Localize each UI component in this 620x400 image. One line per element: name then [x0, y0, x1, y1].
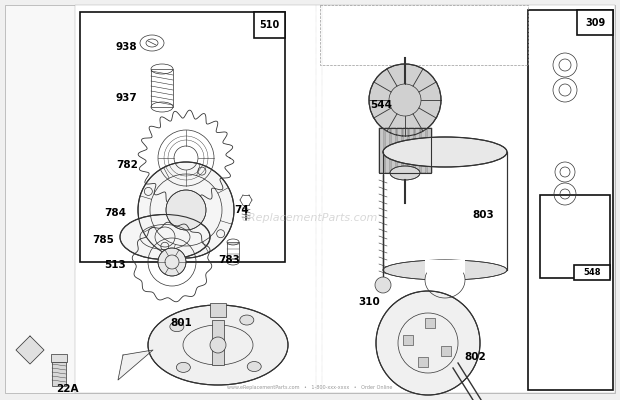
Polygon shape	[16, 336, 44, 364]
Bar	[421, 128, 426, 173]
Bar	[403, 128, 408, 173]
Bar	[212, 320, 224, 365]
Bar	[397, 128, 402, 173]
Bar	[75, 5, 615, 393]
Circle shape	[375, 277, 391, 293]
Text: 783: 783	[218, 255, 240, 265]
Bar	[391, 128, 396, 173]
Text: eReplacementParts.com: eReplacementParts.com	[242, 213, 378, 223]
Circle shape	[376, 291, 480, 395]
Ellipse shape	[390, 166, 420, 180]
Bar	[151, 69, 173, 107]
Text: 544: 544	[370, 100, 392, 110]
Bar	[409, 128, 414, 173]
Ellipse shape	[383, 137, 507, 167]
Text: 782: 782	[116, 160, 138, 170]
Text: 309: 309	[585, 18, 605, 28]
Circle shape	[166, 190, 206, 230]
Text: 548: 548	[583, 268, 601, 277]
Circle shape	[158, 248, 186, 276]
Ellipse shape	[148, 305, 288, 385]
Circle shape	[210, 337, 226, 353]
Text: 510: 510	[259, 20, 280, 30]
Text: www.eReplacementParts.com   •   1-800-xxx-xxxx   •   Order Online: www.eReplacementParts.com • 1-800-xxx-xx…	[228, 385, 392, 390]
Text: 310: 310	[358, 297, 379, 307]
Text: 802: 802	[464, 352, 485, 362]
Text: 937: 937	[116, 93, 138, 103]
Bar	[415, 128, 420, 173]
Ellipse shape	[120, 214, 210, 260]
Bar	[51, 354, 67, 362]
Bar	[427, 128, 432, 173]
Ellipse shape	[240, 315, 254, 325]
Bar	[383, 152, 507, 270]
Bar	[528, 10, 613, 390]
Text: 513: 513	[104, 260, 126, 270]
Bar	[574, 265, 610, 280]
Circle shape	[369, 64, 441, 136]
Text: 803: 803	[472, 210, 494, 220]
Ellipse shape	[176, 362, 190, 372]
Bar	[418, 358, 428, 368]
Ellipse shape	[383, 260, 507, 280]
Polygon shape	[118, 350, 153, 380]
Circle shape	[138, 162, 234, 258]
Bar	[385, 128, 390, 173]
Text: 938: 938	[116, 42, 138, 52]
Bar	[254, 12, 285, 38]
Bar	[320, 5, 528, 65]
Bar	[540, 195, 610, 278]
Text: 22A: 22A	[56, 384, 79, 394]
Bar	[80, 12, 285, 262]
Bar	[227, 242, 239, 262]
Bar	[379, 128, 384, 173]
Bar	[403, 335, 414, 345]
Bar	[52, 362, 66, 386]
Bar	[425, 260, 465, 285]
Ellipse shape	[170, 322, 184, 332]
Text: 74: 74	[234, 205, 249, 215]
Text: 801: 801	[170, 318, 192, 328]
Bar	[210, 303, 226, 317]
Ellipse shape	[247, 362, 261, 372]
Bar	[577, 10, 613, 35]
Text: 785: 785	[92, 235, 114, 245]
Text: 784: 784	[104, 208, 126, 218]
Bar	[441, 346, 451, 356]
Bar	[425, 318, 435, 328]
Bar	[379, 128, 431, 173]
